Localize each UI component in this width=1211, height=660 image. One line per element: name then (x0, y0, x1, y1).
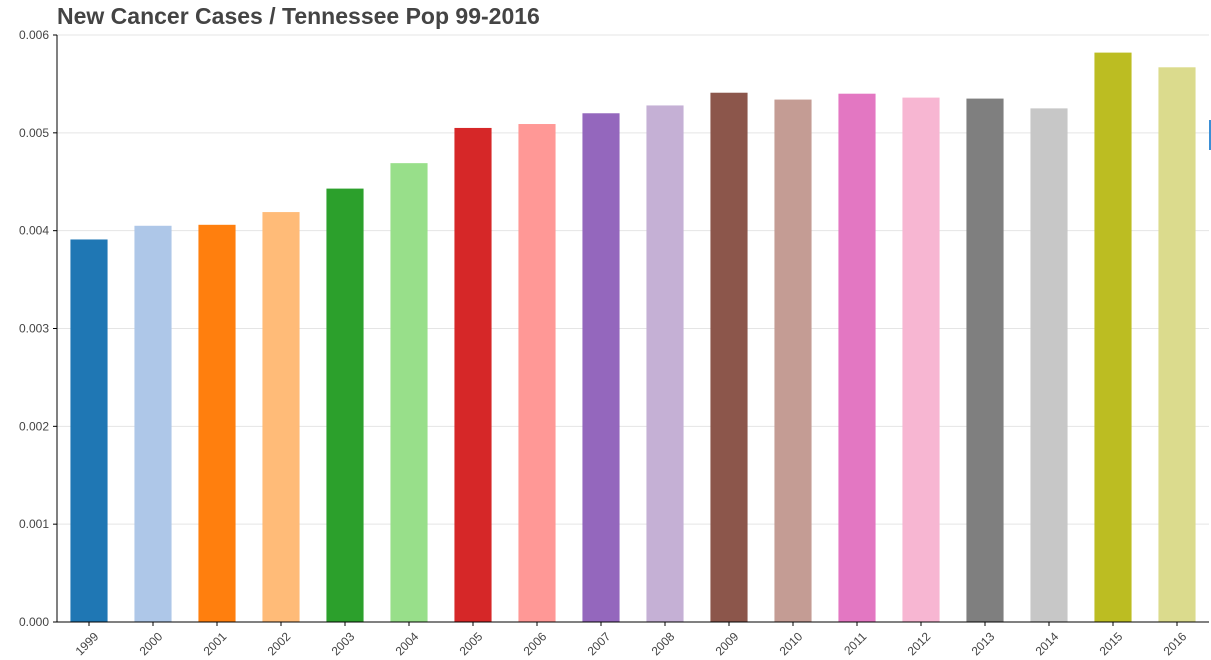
bar-2015[interactable] (1094, 52, 1132, 623)
x-tick-label-2016: 2016 (1161, 629, 1190, 658)
x-tick-label-2013: 2013 (969, 629, 998, 658)
x-tick-label-2010: 2010 (777, 629, 806, 658)
bar-2013[interactable] (966, 98, 1004, 623)
x-tick-label-2000: 2000 (137, 629, 166, 658)
bar-2009[interactable] (710, 92, 748, 623)
x-tick-labels: 1999 2000 2001 2002 2003 2004 2005 2006 2007 2008… (73, 629, 1190, 658)
bar-1999[interactable] (70, 239, 108, 622)
panel-edge-tab[interactable] (1209, 120, 1211, 150)
x-tick-label-2003: 2003 (329, 629, 358, 658)
y-tick-label: 0.005 (19, 126, 49, 140)
x-tick-label-2005: 2005 (457, 629, 486, 658)
x-tick-label-2011: 2011 (841, 629, 869, 657)
x-tick-label-2006: 2006 (521, 629, 550, 658)
x-tick-label-2015: 2015 (1097, 629, 1126, 658)
y-tick-label: 0.000 (19, 615, 49, 629)
bar-2014[interactable] (1030, 108, 1068, 623)
axes (53, 34, 1209, 626)
grid-lines (57, 34, 1209, 525)
bar-2004[interactable] (390, 163, 428, 622)
x-tick-label-2002: 2002 (265, 629, 294, 658)
bars (70, 52, 1196, 623)
y-tick-labels: 0.000 0.001 0.002 0.003 0.004 0.005 0.006 (19, 28, 49, 629)
bar-2008[interactable] (646, 105, 684, 622)
bar-2001[interactable] (198, 224, 236, 623)
y-tick-label: 0.002 (19, 419, 49, 433)
y-tick-label: 0.001 (19, 517, 49, 531)
x-tick-label-2012: 2012 (905, 629, 934, 658)
x-tick-label-2009: 2009 (713, 629, 742, 658)
x-tick-label-2007: 2007 (585, 629, 614, 658)
bar-2016[interactable] (1158, 67, 1196, 623)
x-tick-label-2014: 2014 (1033, 629, 1062, 658)
bar-2006[interactable] (518, 124, 556, 622)
bar-2007[interactable] (582, 113, 620, 623)
y-tick-label: 0.006 (19, 28, 49, 42)
bar-2002[interactable] (262, 212, 300, 622)
x-tick-label-1999: 1999 (73, 629, 102, 658)
x-tick-label-2001: 2001 (201, 629, 230, 658)
bar-2005[interactable] (454, 127, 492, 622)
bar-2003[interactable] (326, 188, 364, 622)
x-tick-label-2008: 2008 (649, 629, 678, 658)
x-tick-label-2004: 2004 (393, 629, 422, 658)
bar-2000[interactable] (134, 225, 172, 622)
y-tick-label: 0.003 (19, 322, 49, 336)
bar-2011[interactable] (838, 93, 876, 622)
bar-2010[interactable] (774, 99, 812, 622)
bar-2012[interactable] (902, 97, 940, 623)
y-tick-label: 0.004 (19, 224, 49, 238)
chart-title: New Cancer Cases / Tennessee Pop 99-2016 (57, 3, 540, 29)
